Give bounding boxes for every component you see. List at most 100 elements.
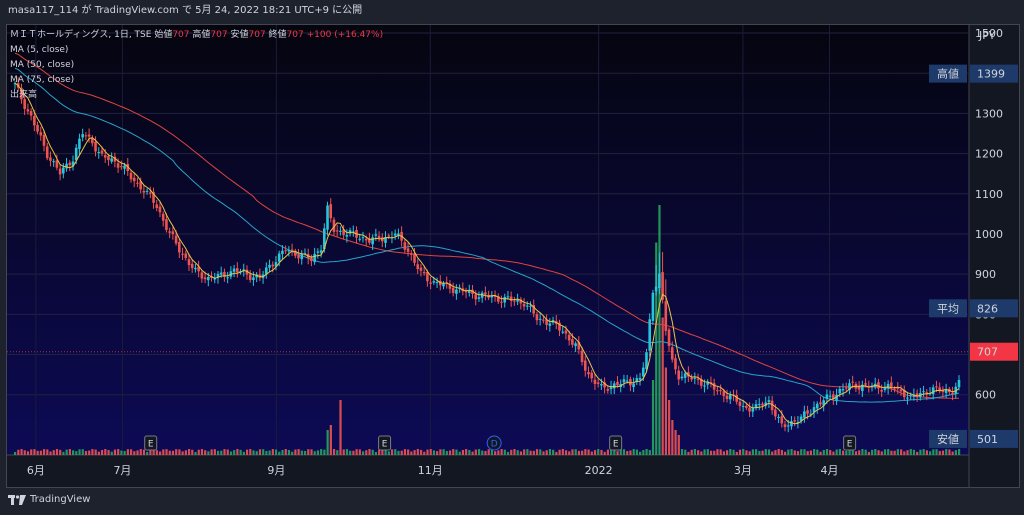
candle-body (65, 163, 68, 169)
volume-bar (564, 450, 568, 455)
volume-bar (120, 450, 123, 455)
candle-body (429, 282, 432, 284)
candle-body (165, 219, 168, 230)
candle-body (223, 271, 226, 277)
volume-bar (938, 450, 941, 455)
volume-bar (262, 449, 265, 455)
candle-body (297, 254, 300, 259)
volume-bar (394, 449, 397, 455)
volume-bar (935, 449, 938, 455)
volume-bar (481, 450, 484, 455)
volume-bar (587, 449, 590, 455)
price-badge (970, 429, 1018, 448)
candle-body (274, 262, 278, 267)
price-chart[interactable]: 600700800900100011001200130014001500JPY6… (7, 25, 1019, 487)
volume-bar (668, 400, 671, 455)
tradingview-logo-icon (8, 494, 26, 505)
candle-body (783, 424, 787, 428)
price-tick-label: 900 (975, 268, 996, 281)
volume-bar (113, 449, 117, 455)
candle-body (606, 389, 610, 391)
volume-bar (929, 451, 932, 455)
volume-bar (706, 449, 709, 455)
volume-bar (455, 449, 458, 455)
earnings-marker[interactable] (843, 435, 857, 451)
candle-body (480, 292, 484, 298)
candle-body (857, 386, 861, 390)
volume-bar (671, 420, 674, 455)
volume-bar (777, 449, 780, 455)
volume-bar (371, 449, 374, 455)
volume-bar (922, 449, 925, 455)
candle-body (809, 413, 813, 415)
candle-body (78, 138, 81, 149)
chart-frame[interactable]: 600700800900100011001200130014001500JPY6… (6, 24, 1020, 488)
volume-bar (845, 450, 848, 455)
candle-body (207, 277, 210, 281)
volume-bar (497, 450, 500, 455)
volume-bar (400, 450, 403, 455)
candle-body (245, 269, 249, 275)
legend-volume[interactable]: 出来高 (10, 90, 38, 100)
earnings-marker[interactable] (378, 435, 392, 451)
candle-body (132, 177, 136, 182)
volume-bar (110, 451, 113, 455)
volume-bar (423, 451, 426, 455)
volume-bar (519, 451, 523, 455)
candle-body (506, 296, 510, 298)
candle-body (493, 296, 497, 298)
candle-body (738, 401, 742, 406)
earnings-marker[interactable] (144, 435, 158, 451)
candle-body (384, 237, 387, 243)
candle-body (941, 390, 945, 393)
legend-ma50[interactable]: MA (50, close) (10, 60, 75, 70)
candle-body (571, 339, 574, 345)
volume-bar (268, 450, 271, 455)
volume-bar (136, 450, 139, 455)
volume-bar (191, 449, 194, 455)
earnings-marker[interactable] (609, 435, 623, 451)
legend-ma5[interactable]: MA (5, close) (10, 45, 69, 55)
volume-bar (368, 449, 371, 455)
volume-bar (316, 450, 320, 455)
volume-bar (158, 451, 162, 455)
candle-body (171, 231, 175, 235)
volume-bar (622, 449, 626, 455)
symbol-title[interactable]: ＭＩＴホールディングス, 1日, TSE (10, 30, 152, 40)
candle-body (696, 378, 700, 380)
candle-body (120, 166, 123, 168)
candle-body (812, 407, 816, 413)
candle-body (828, 395, 832, 397)
volume-bar (954, 450, 957, 455)
volume-bar (65, 449, 68, 455)
volume-bar (349, 450, 352, 455)
publish-info: masa117_114 が TradingView.com で 5月 24, 2… (8, 5, 363, 16)
volume-bar (278, 451, 281, 455)
volume-bar (197, 449, 200, 455)
volume-bar (133, 451, 136, 455)
candle-body (796, 421, 800, 423)
volume-bar (851, 449, 854, 455)
legend-ma75[interactable]: MA (75, close) (10, 75, 75, 85)
ma5-line (14, 82, 960, 425)
volume-bar (655, 242, 658, 455)
volume-bar (912, 449, 916, 455)
volume-bar (229, 451, 233, 455)
candle-body (590, 372, 594, 379)
volume-bar (365, 450, 368, 455)
volume-bar (14, 452, 17, 455)
chart-legend: ＭＩＴホールディングス, 1日, TSE 始値707 高値707 安値707 終… (10, 28, 383, 103)
volume-bar (84, 451, 88, 455)
volume-bar (700, 451, 703, 455)
candle-body (178, 242, 181, 253)
volume-bar (716, 449, 719, 455)
candle-body (764, 402, 767, 406)
candle-body (464, 290, 468, 293)
tradingview-logo[interactable]: TradingView (8, 494, 90, 505)
candle-body (525, 305, 529, 307)
volume-bar (484, 450, 487, 455)
candle-body (332, 219, 336, 232)
volume-bar (26, 451, 30, 455)
dividend-marker[interactable] (486, 435, 502, 451)
candle-body (123, 165, 126, 169)
